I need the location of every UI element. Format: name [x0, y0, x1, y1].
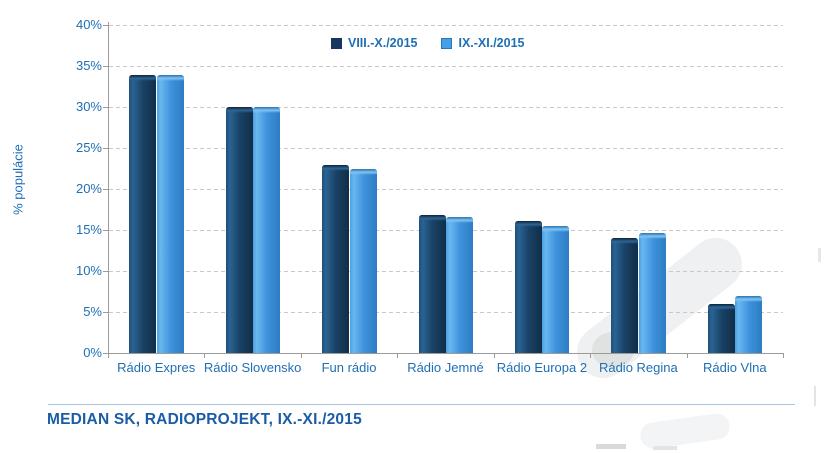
bar-top-bevel: [349, 168, 377, 175]
x-tick-mark: [204, 354, 206, 358]
bar-rádio-europa-2-s1: [542, 226, 570, 353]
y-tick-mark: [103, 353, 108, 354]
x-category-label: Fun rádio: [321, 360, 377, 375]
x-category-label: Rádio Europa 2: [496, 360, 588, 375]
legend-item-series-2: IX.-XI./2015: [441, 36, 525, 50]
bar-top-bevel: [129, 74, 157, 81]
gridline-40: [109, 25, 783, 27]
bar-rádio-vlna-s0: [707, 303, 735, 353]
legend-label: IX.-XI./2015: [458, 36, 525, 50]
bar-top-bevel: [156, 74, 184, 81]
y-tick-mark: [103, 66, 108, 68]
bar-rádio-expres-s0: [129, 74, 157, 353]
watermark-edge-mark: [814, 386, 816, 406]
gridline-35: [109, 66, 783, 68]
y-tick-mark: [103, 25, 108, 27]
x-tick-mark: [686, 354, 688, 358]
y-tick-mark: [103, 148, 108, 150]
legend-swatch-light: [441, 37, 453, 49]
bar-top-bevel: [253, 107, 281, 114]
legend-label: VIII.-X./2015: [348, 36, 418, 50]
bar-rádio-jemné-s1: [446, 217, 473, 353]
y-tick-label: 10%: [75, 263, 102, 279]
bar-top-bevel: [322, 164, 350, 171]
bar-rádio-regina-s1: [638, 233, 666, 353]
legend: VIII.-X./2015 IX.-XI./2015: [331, 36, 525, 50]
y-tick-mark: [103, 312, 108, 314]
bar-fun-rádio-s0: [322, 164, 350, 353]
watermark-edge-mark: [818, 248, 821, 262]
y-tick-label: 30%: [75, 99, 102, 115]
y-tick-label: 0%: [83, 345, 102, 360]
bar-top-bevel: [225, 107, 253, 114]
bar-top-bevel: [542, 226, 570, 233]
y-tick-mark: [103, 230, 108, 232]
bar-top-bevel: [707, 303, 735, 310]
y-tick-mark: [103, 271, 108, 273]
x-category-label: Rádio Jemné: [407, 360, 484, 375]
legend-swatch-dark: [331, 37, 342, 49]
bar-rádio-regina-s0: [611, 238, 639, 353]
y-axis-title: % populácie: [10, 144, 26, 215]
plot-area: [108, 22, 784, 354]
bar-fun-rádio-s1: [349, 168, 377, 353]
y-tick-mark: [103, 189, 108, 191]
y-tick-label: 5%: [83, 304, 102, 320]
bar-rádio-europa-2-s0: [514, 221, 542, 353]
watermark-dash: [653, 446, 677, 450]
x-tick-mark: [397, 354, 399, 358]
x-tick-mark: [590, 354, 592, 358]
gridline-25: [109, 148, 783, 150]
bar-rádio-slovensko-s1: [253, 107, 281, 353]
y-tick-label: 35%: [75, 58, 102, 74]
bar-top-bevel: [611, 238, 639, 245]
bar-top-bevel: [638, 233, 666, 240]
y-tick-label: 15%: [75, 222, 102, 238]
x-tick-mark: [300, 354, 302, 358]
bar-rádio-jemné-s0: [418, 215, 446, 353]
bar-top-bevel: [446, 217, 473, 224]
bar-rádio-expres-s1: [156, 74, 184, 353]
gridline-20: [109, 189, 783, 191]
x-category-label: Rádio Slovensko: [203, 360, 302, 375]
source-citation: MEDIAN SK, RADIOPROJEKT, IX.-XI./2015: [47, 411, 362, 428]
x-category-label: Rádio Vlna: [702, 360, 767, 375]
x-category-label: Rádio Regina: [598, 360, 678, 375]
gridline-30: [109, 107, 783, 109]
x-tick-mark: [783, 354, 784, 358]
x-category-label: Rádio Expres: [117, 360, 196, 375]
bar-top-bevel: [514, 221, 542, 228]
y-tick-mark: [103, 107, 108, 109]
bar-rádio-vlna-s1: [735, 295, 763, 353]
bar-top-bevel: [735, 295, 763, 302]
y-tick-label: 20%: [75, 181, 102, 197]
x-tick-mark: [108, 354, 109, 358]
bar-top-bevel: [418, 215, 446, 222]
y-tick-label: 25%: [75, 140, 102, 156]
y-tick-label: 40%: [75, 17, 102, 33]
watermark-dash: [596, 444, 626, 449]
footer-separator-line: [48, 404, 795, 405]
bar-rádio-slovensko-s0: [225, 107, 253, 353]
x-tick-mark: [493, 354, 495, 358]
legend-item-series-1: VIII.-X./2015: [331, 36, 417, 50]
